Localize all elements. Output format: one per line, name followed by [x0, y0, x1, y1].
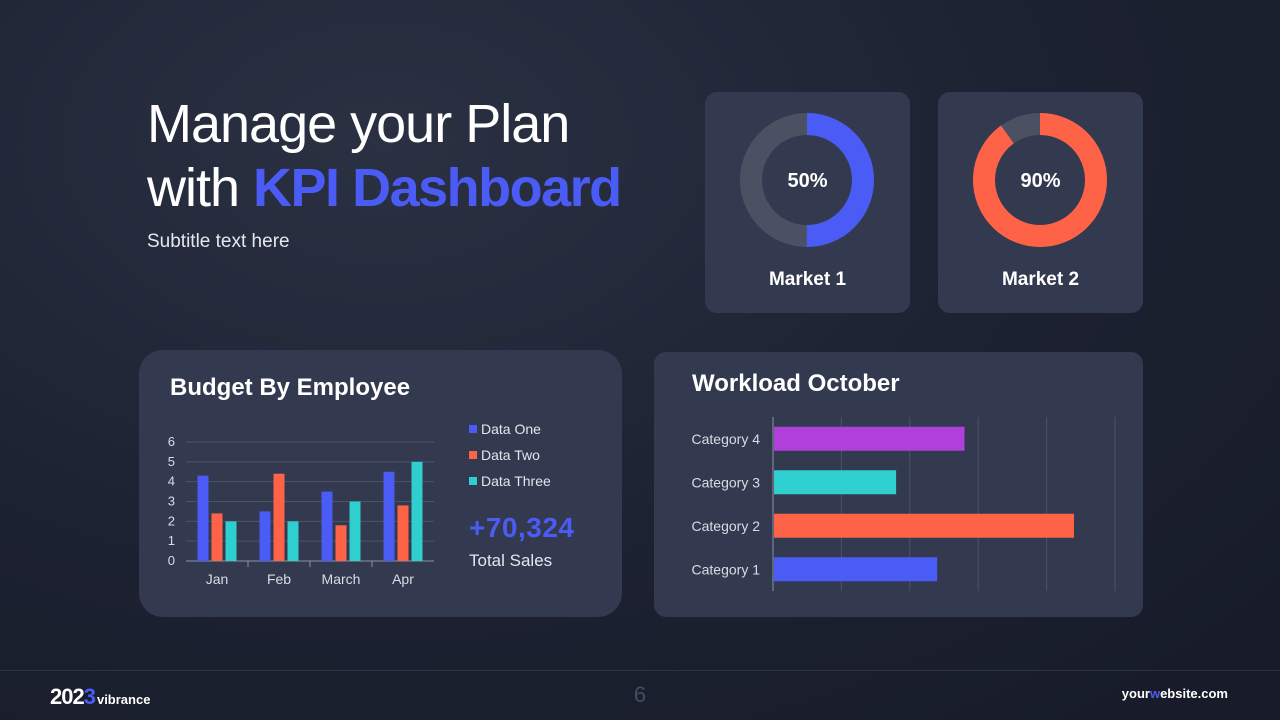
legend-item: Data Three: [469, 468, 551, 494]
market-2-arc: [973, 113, 1107, 247]
market-1-percent: 50%: [787, 170, 828, 192]
page-title: Manage your Plan with KPI Dashboard: [147, 92, 622, 220]
x-tick-label: Jan: [206, 571, 229, 587]
legend-swatch: [469, 477, 477, 485]
market-2-label: Market 2: [1001, 269, 1080, 290]
subtitle: Subtitle text here: [147, 231, 290, 252]
bar: [774, 470, 897, 495]
market-2-donut: [973, 113, 1107, 247]
legend-swatch: [469, 425, 477, 433]
budget-legend: Data One Data Two Data Three: [469, 416, 551, 494]
site-suffix: ebsite.com: [1160, 686, 1228, 701]
legend-item: Data Two: [469, 442, 551, 468]
brand-logo: 202 3 vibrance: [50, 684, 150, 710]
x-tick-label: Apr: [392, 571, 414, 587]
budget-chart: 0 1 2 3 4 5 6 Jan Feb March Apr: [168, 434, 434, 587]
x-tick-label: Feb: [267, 571, 291, 587]
bar: [335, 525, 347, 561]
y-tick-label: 6: [168, 434, 175, 449]
bar: [225, 521, 237, 561]
bar: [397, 505, 409, 561]
bar: [774, 426, 965, 451]
title-accent: KPI Dashboard: [253, 158, 622, 218]
title-line-2: with KPI Dashboard: [147, 156, 622, 220]
market-1-card: 50% Market 1: [705, 92, 910, 313]
category-label: Category 1: [692, 561, 761, 577]
market-2-card: 90% Market 2: [938, 92, 1143, 313]
legend-swatch: [469, 451, 477, 459]
brand-year-accent: 3: [83, 684, 96, 709]
legend-label: Data One: [481, 421, 541, 437]
workload-card: Workload October Category 4 Category 3 Cat…: [654, 352, 1143, 617]
legend-label: Data Two: [481, 447, 540, 463]
market-1-arc: [740, 113, 874, 247]
bar: [259, 511, 271, 561]
y-tick-label: 4: [168, 474, 175, 489]
bar: [287, 521, 299, 561]
workload-title: Workload October: [692, 370, 900, 397]
bar: [211, 513, 223, 561]
category-label: Category 3: [692, 474, 761, 490]
category-label: Category 4: [692, 431, 761, 447]
market-1-donut: [740, 113, 874, 247]
category-label: Category 2: [692, 518, 761, 534]
bar: [774, 557, 938, 582]
y-tick-label: 2: [168, 513, 175, 528]
y-tick-label: 3: [168, 494, 175, 509]
bar: [774, 513, 1074, 538]
bar: [349, 501, 361, 561]
footer-divider: [0, 670, 1280, 671]
bar: [383, 471, 395, 561]
site-prefix: your: [1121, 686, 1150, 701]
y-tick-label: 1: [168, 533, 175, 548]
budget-title: Budget By Employee: [170, 374, 411, 401]
website-link[interactable]: yourwebsite.com: [1122, 686, 1228, 701]
market-2-percent: 90%: [1020, 170, 1061, 192]
title-line-1: Manage your Plan: [147, 94, 570, 154]
brand-name: vibrance: [96, 692, 151, 707]
bar: [197, 475, 209, 561]
title-prefix: with: [147, 158, 254, 218]
y-tick-label: 5: [168, 454, 175, 469]
site-accent: w: [1149, 686, 1161, 701]
legend-label: Data Three: [481, 473, 551, 489]
bar: [273, 473, 285, 561]
bar: [321, 491, 333, 561]
workload-chart: Category 4 Category 3 Category 2 Category 1: [692, 417, 1116, 591]
legend-item: Data One: [469, 416, 551, 442]
budget-card: Budget By Employee 0 1 2 3 4 5 6 Jan Feb March Apr…: [139, 350, 622, 617]
x-tick-label: March: [322, 571, 361, 587]
total-sales-value: +70,324: [469, 512, 575, 543]
y-tick-label: 0: [168, 553, 175, 568]
page-number: 6: [633, 682, 647, 707]
bar: [411, 461, 423, 561]
total-sales-label: Total Sales: [469, 551, 553, 570]
brand-year: 202: [50, 684, 85, 709]
market-1-label: Market 1: [768, 269, 847, 290]
